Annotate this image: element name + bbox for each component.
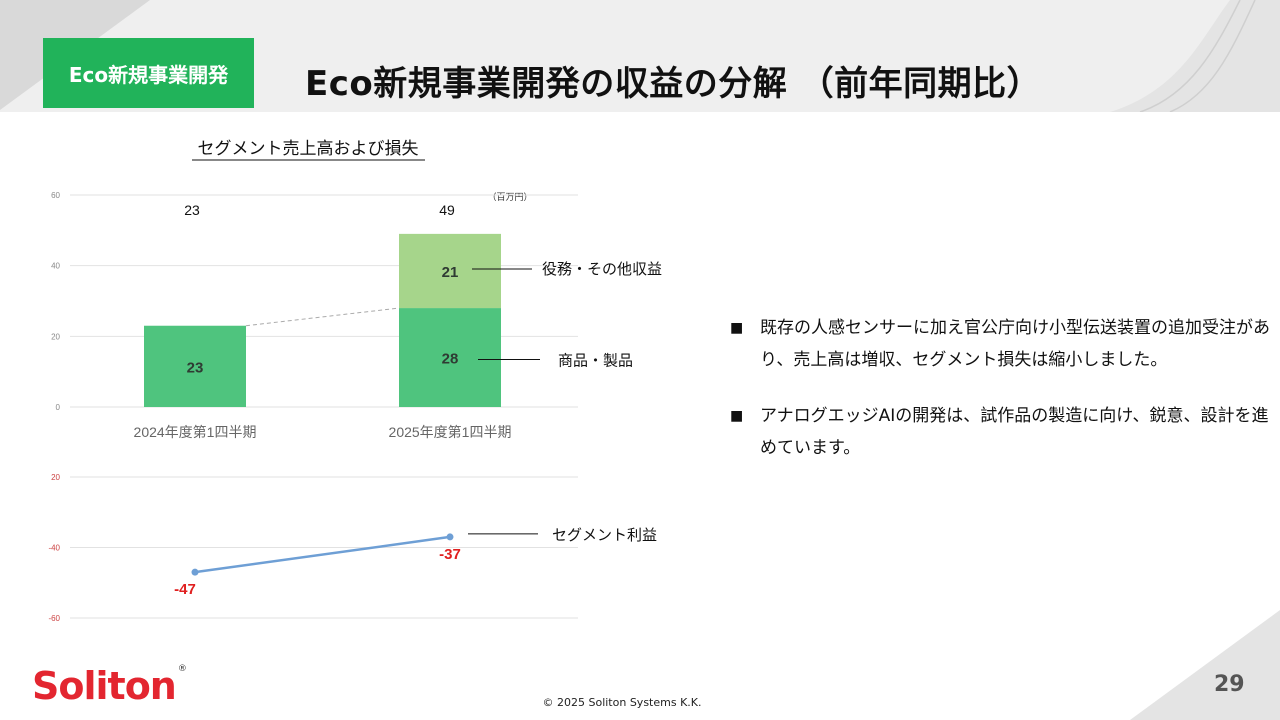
line-point [191, 568, 199, 576]
series-line [194, 535, 451, 574]
line-point [446, 533, 454, 541]
y-tick-label: 0 [56, 403, 61, 412]
y-tick-label: 40 [51, 262, 60, 271]
logo-text: Soliton [32, 664, 177, 708]
section-tag: Eco新規事業開発 [43, 38, 254, 108]
unit-label: （百万円） [487, 192, 532, 202]
company-logo: Soliton ® [32, 664, 187, 708]
y-tick-label: -40 [48, 544, 60, 553]
bar-segment-label: 21 [442, 264, 459, 281]
series-label: セグメント利益 [552, 527, 657, 544]
bullet-item: ■ 既存の人感センサーに加え官公庁向け小型伝送装置の追加受注があり、売上高は増収… [730, 312, 1270, 376]
copyright: © 2025 Soliton Systems K.K. [542, 696, 702, 709]
bar-total-label: 23 [184, 202, 200, 218]
y-tick-label: 20 [51, 332, 60, 341]
bar-segment [399, 233, 501, 309]
bullet-list: ■ 既存の人感センサーに加え官公庁向け小型伝送装置の追加受注があり、売上高は増収… [730, 312, 1270, 488]
x-category-label: 2025年度第1四半期 [389, 424, 512, 440]
x-category-label: 2024年度第1四半期 [134, 424, 257, 440]
bar-segment-label: 28 [442, 351, 459, 368]
line-chart-area: 20 -40 -60 -47 -37 セグメント利益 [48, 473, 657, 623]
footer-triangle [1130, 610, 1280, 720]
wave-decoration [1110, 0, 1280, 112]
wave-line [1139, 0, 1241, 112]
connector-line [245, 307, 400, 327]
series-label: 商品・製品 [558, 353, 633, 370]
bar-total-label: 49 [439, 202, 455, 218]
bar-segment [399, 308, 501, 407]
y-tick-label: -60 [48, 614, 60, 623]
bullet-text: 既存の人感センサーに加え官公庁向け小型伝送装置の追加受注があり、売上高は増収、セ… [760, 318, 1270, 370]
bar-segment-label: 23 [187, 359, 204, 376]
page-number: 29 [1214, 672, 1245, 697]
y-tick-label: 60 [51, 191, 60, 200]
bar-segment [144, 325, 246, 407]
y-tick-label: 20 [51, 473, 60, 482]
chart-title: セグメント売上高および損失 [198, 139, 419, 158]
series-label: 役務・その他収益 [542, 261, 662, 278]
footer-decoration [1130, 610, 1280, 720]
segment-chart: セグメント売上高および損失 （百万円） 0 20 40 60 23 23 2024年度第1四… [48, 139, 662, 623]
bar-chart-area: 0 20 40 60 23 23 2024年度第1四半期 28 21 49 2025年度第1四半期 役… [51, 191, 662, 440]
point-label: -37 [439, 546, 461, 563]
point-label: -47 [174, 581, 196, 598]
bullet-mark: ■ [730, 408, 744, 424]
page-title: Eco新規事業開発の収益の分解 （前年同期比） [305, 64, 1042, 104]
registered-mark: ® [177, 664, 187, 674]
bullet-item: ■ アナログエッジAIの開発は、試作品の製造に向け、鋭意、設計を進めています。 [730, 400, 1270, 464]
bullet-text: アナログエッジAIの開発は、試作品の製造に向け、鋭意、設計を進めています。 [760, 406, 1269, 458]
bullet-mark: ■ [730, 320, 744, 336]
wave-line [1169, 0, 1256, 112]
